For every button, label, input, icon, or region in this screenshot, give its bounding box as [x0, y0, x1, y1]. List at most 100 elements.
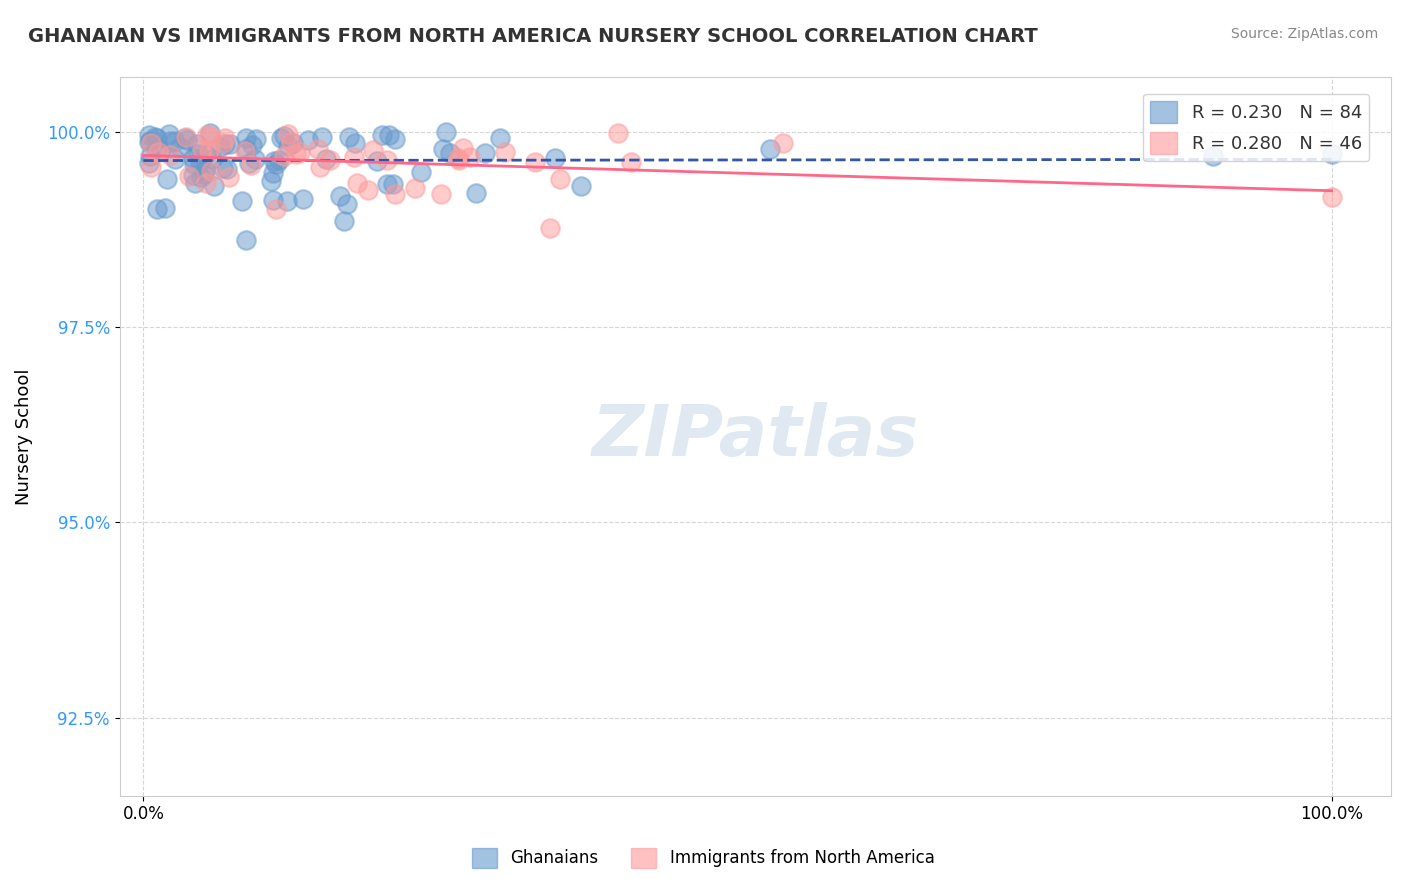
Point	[264, 157, 287, 171]
Point	[329, 188, 352, 202]
Point	[157, 127, 180, 141]
Legend: R = 0.230   N = 84, R = 0.280   N = 46: R = 0.230 N = 84, R = 0.280 N = 46	[1143, 94, 1369, 161]
Point	[146, 140, 169, 154]
Point	[620, 155, 643, 169]
Point	[263, 153, 285, 168]
Point	[173, 130, 195, 145]
Point	[186, 137, 208, 152]
Point	[231, 194, 253, 208]
Point	[138, 128, 160, 143]
Point	[474, 145, 496, 160]
Point	[315, 152, 337, 166]
Point	[270, 131, 292, 145]
Point	[183, 168, 205, 182]
Point	[439, 145, 461, 160]
Point	[361, 143, 384, 157]
Point	[311, 129, 333, 144]
Point	[138, 134, 160, 148]
Point	[204, 178, 226, 193]
Text: Source: ZipAtlas.com: Source: ZipAtlas.com	[1230, 27, 1378, 41]
Point	[337, 130, 360, 145]
Point	[430, 187, 453, 202]
Point	[183, 157, 205, 171]
Point	[458, 150, 481, 164]
Point	[174, 130, 197, 145]
Point	[159, 134, 181, 148]
Point	[163, 153, 186, 167]
Point	[1202, 149, 1225, 163]
Point	[235, 130, 257, 145]
Point	[375, 177, 398, 191]
Point	[201, 153, 224, 167]
Point	[195, 147, 218, 161]
Point	[143, 130, 166, 145]
Point	[538, 220, 561, 235]
Point	[262, 194, 284, 208]
Point	[343, 150, 366, 164]
Point	[218, 169, 240, 184]
Point	[149, 144, 172, 158]
Point	[233, 144, 256, 158]
Point	[548, 172, 571, 186]
Point	[243, 152, 266, 166]
Point	[141, 136, 163, 151]
Point	[195, 176, 218, 190]
Point	[346, 176, 368, 190]
Point	[273, 129, 295, 144]
Point	[336, 197, 359, 211]
Point	[384, 132, 406, 146]
Point	[176, 133, 198, 147]
Point	[569, 179, 592, 194]
Point	[308, 160, 330, 174]
Point	[283, 136, 305, 150]
Point	[447, 151, 470, 165]
Point	[138, 155, 160, 169]
Point	[1320, 190, 1343, 204]
Point	[758, 142, 780, 156]
Point	[145, 131, 167, 145]
Point	[292, 192, 315, 206]
Point	[188, 155, 211, 169]
Point	[200, 129, 222, 144]
Point	[235, 142, 257, 156]
Point	[169, 139, 191, 153]
Text: ZIPatlas: ZIPatlas	[592, 402, 920, 471]
Point	[139, 149, 162, 163]
Point	[184, 176, 207, 190]
Point	[191, 142, 214, 156]
Point	[434, 125, 457, 139]
Point	[544, 151, 567, 165]
Point	[155, 202, 177, 216]
Point	[277, 139, 299, 153]
Point	[523, 154, 546, 169]
Point	[280, 136, 302, 150]
Point	[198, 126, 221, 140]
Point	[371, 128, 394, 142]
Point	[146, 202, 169, 216]
Point	[409, 164, 432, 178]
Point	[195, 128, 218, 142]
Point	[141, 160, 163, 174]
Point	[357, 183, 380, 197]
Point	[488, 130, 510, 145]
Point	[607, 126, 630, 140]
Point	[193, 167, 215, 181]
Point	[187, 147, 209, 161]
Point	[267, 153, 290, 167]
Point	[212, 161, 235, 175]
Point	[375, 153, 398, 168]
Point	[344, 136, 367, 150]
Point	[214, 137, 236, 152]
Point	[235, 233, 257, 247]
Point	[772, 136, 794, 150]
Point	[156, 172, 179, 186]
Text: GHANAIAN VS IMMIGRANTS FROM NORTH AMERICA NURSERY SCHOOL CORRELATION CHART: GHANAIAN VS IMMIGRANTS FROM NORTH AMERIC…	[28, 27, 1038, 45]
Point	[319, 153, 342, 167]
Point	[179, 169, 201, 183]
Point	[214, 131, 236, 145]
Point	[159, 148, 181, 162]
Point	[381, 178, 404, 192]
Point	[163, 135, 186, 149]
Point	[190, 170, 212, 185]
Point	[259, 174, 281, 188]
